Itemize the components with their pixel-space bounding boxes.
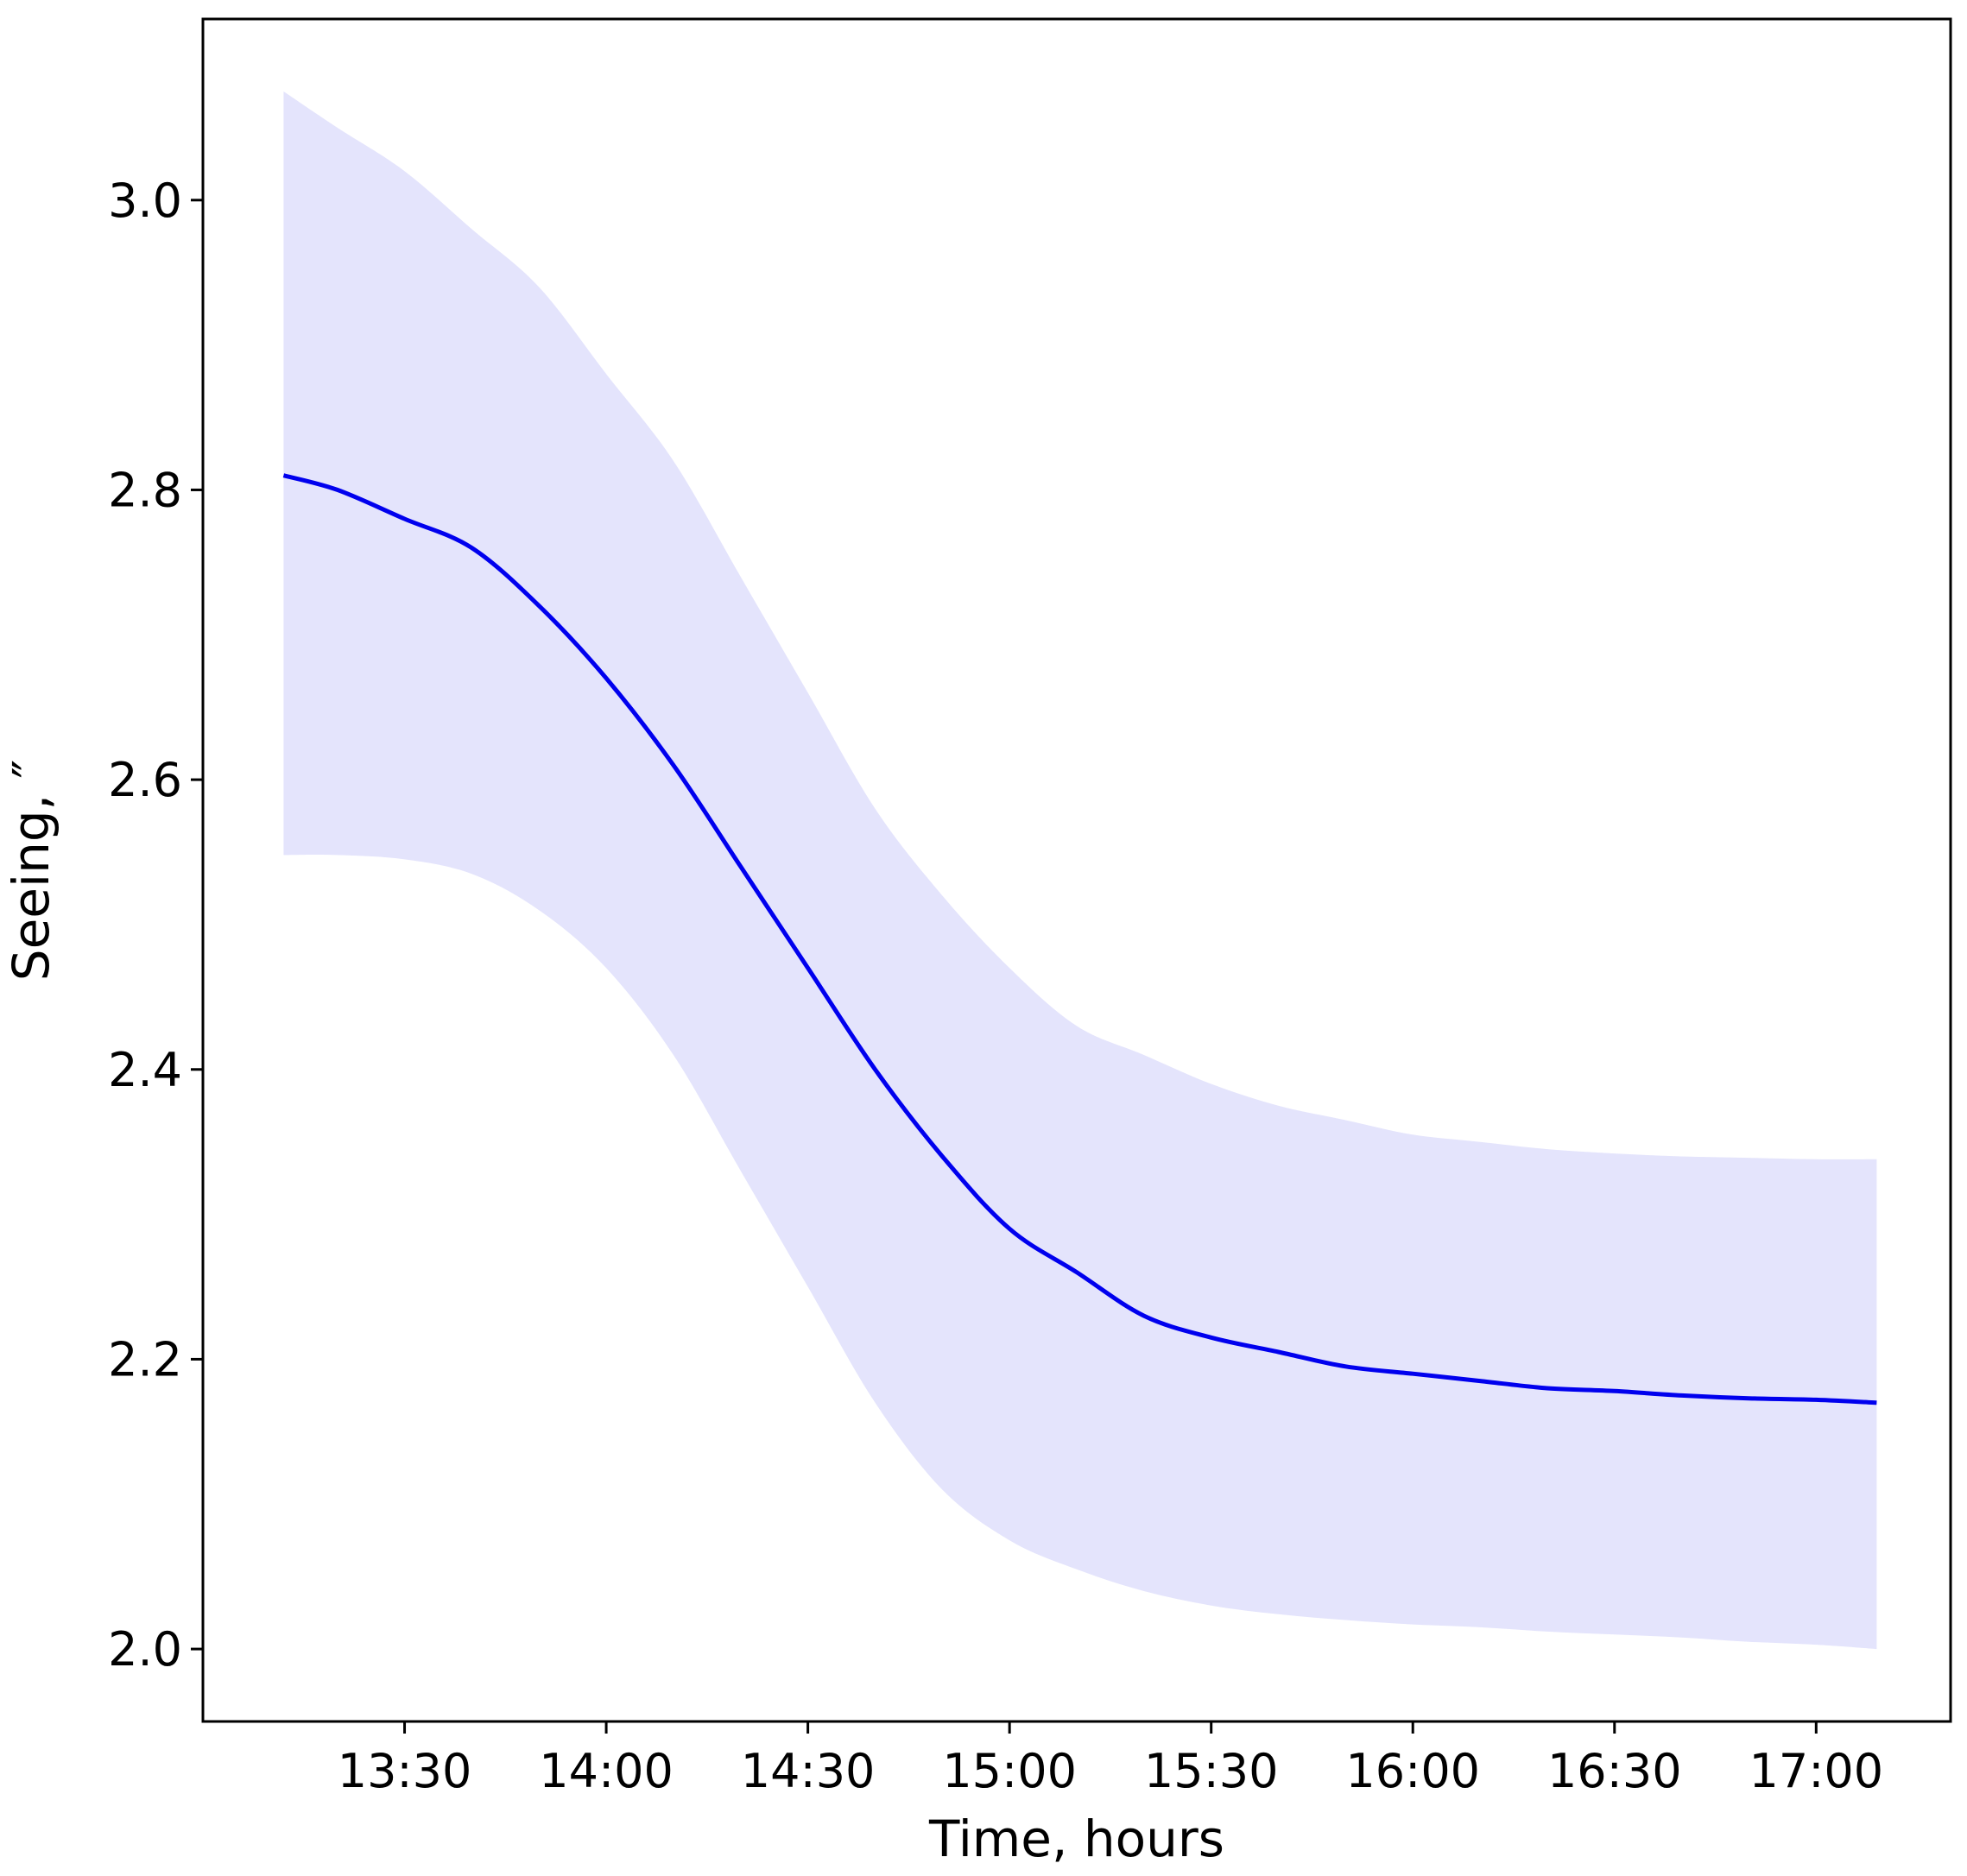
x-tick-label: 16:30 <box>1547 1744 1682 1798</box>
y-axis-ticks: 2.0 2.2 2.4 2.6 2.8 3.0 <box>108 174 203 1677</box>
y-tick-label: 2.8 <box>108 463 182 517</box>
y-tick-label: 2.2 <box>108 1332 182 1386</box>
y-tick-label: 2.0 <box>108 1622 182 1677</box>
y-tick-label: 2.6 <box>108 753 182 807</box>
plot-area <box>282 91 1877 1650</box>
x-axis-ticks: 13:30 14:00 14:30 15:00 15:30 16:00 16:30 17:00 <box>338 1721 1883 1798</box>
x-tick-label: 13:30 <box>338 1744 472 1798</box>
y-tick-label: 2.4 <box>108 1043 182 1097</box>
x-tick-label: 14:30 <box>741 1744 876 1798</box>
mean-line <box>282 473 1877 1405</box>
y-tick-label: 3.0 <box>108 174 182 228</box>
x-tick-label: 17:00 <box>1749 1744 1883 1798</box>
y-axis-label: Seeing, ″ <box>2 760 60 981</box>
x-tick-label: 15:30 <box>1144 1744 1279 1798</box>
confidence-band <box>283 91 1877 1650</box>
x-tick-label: 16:00 <box>1345 1744 1480 1798</box>
x-axis-label: Time, hours <box>928 1810 1224 1868</box>
x-tick-label: 15:00 <box>942 1744 1077 1798</box>
axes-frame <box>201 17 1952 1723</box>
x-tick-label: 14:00 <box>539 1744 674 1798</box>
